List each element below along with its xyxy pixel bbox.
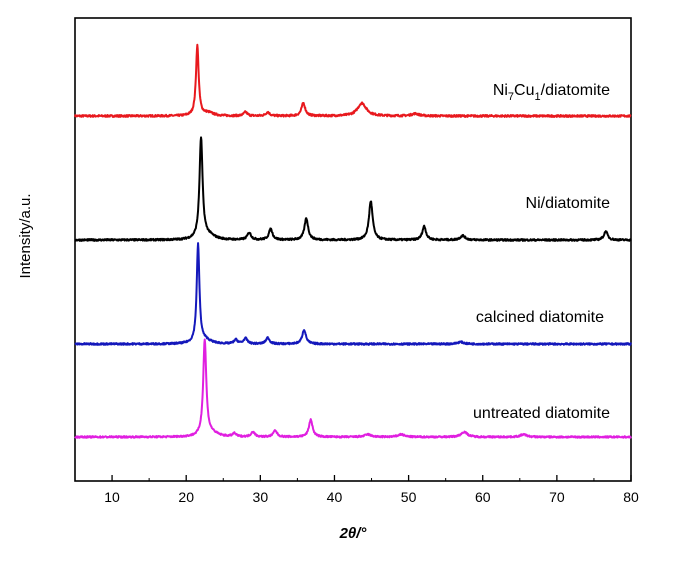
- series-labels: Ni7Cu1/diatomite Ni/diatomite calcined dia…: [473, 82, 610, 422]
- x-tick-label: 50: [401, 489, 417, 505]
- series-label: Ni/diatomite: [526, 195, 611, 212]
- x-tick-label: 80: [623, 489, 639, 505]
- plot-frame: [74, 17, 632, 482]
- x-axis-ticks: 10 20 30 40 50 60 70 80: [104, 475, 639, 505]
- x-tick-label: 70: [549, 489, 565, 505]
- x-axis-title: 2θ/°: [339, 525, 368, 542]
- series-label: calcined diatomite: [476, 309, 604, 326]
- x-tick-label: 30: [253, 489, 269, 505]
- x-tick-label: 60: [475, 489, 491, 505]
- x-tick-label: 40: [327, 489, 343, 505]
- x-tick-label: 10: [104, 489, 120, 505]
- series-line: [74, 338, 632, 439]
- series-line: [74, 136, 632, 242]
- series-label: untreated diatomite: [473, 405, 610, 422]
- y-axis-title: Intensity/a.u.: [17, 193, 34, 278]
- series-label: Ni7Cu1/diatomite: [493, 82, 610, 103]
- series-line: [74, 242, 632, 346]
- x-tick-label: 20: [178, 489, 194, 505]
- series-line: [74, 43, 632, 118]
- series-traces: [74, 43, 632, 439]
